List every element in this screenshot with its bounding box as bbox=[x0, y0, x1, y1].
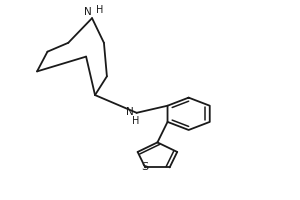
Text: H: H bbox=[132, 116, 140, 126]
Text: S: S bbox=[142, 162, 149, 172]
Text: N: N bbox=[126, 107, 134, 117]
Text: H: H bbox=[97, 5, 104, 15]
Text: N: N bbox=[84, 7, 92, 17]
